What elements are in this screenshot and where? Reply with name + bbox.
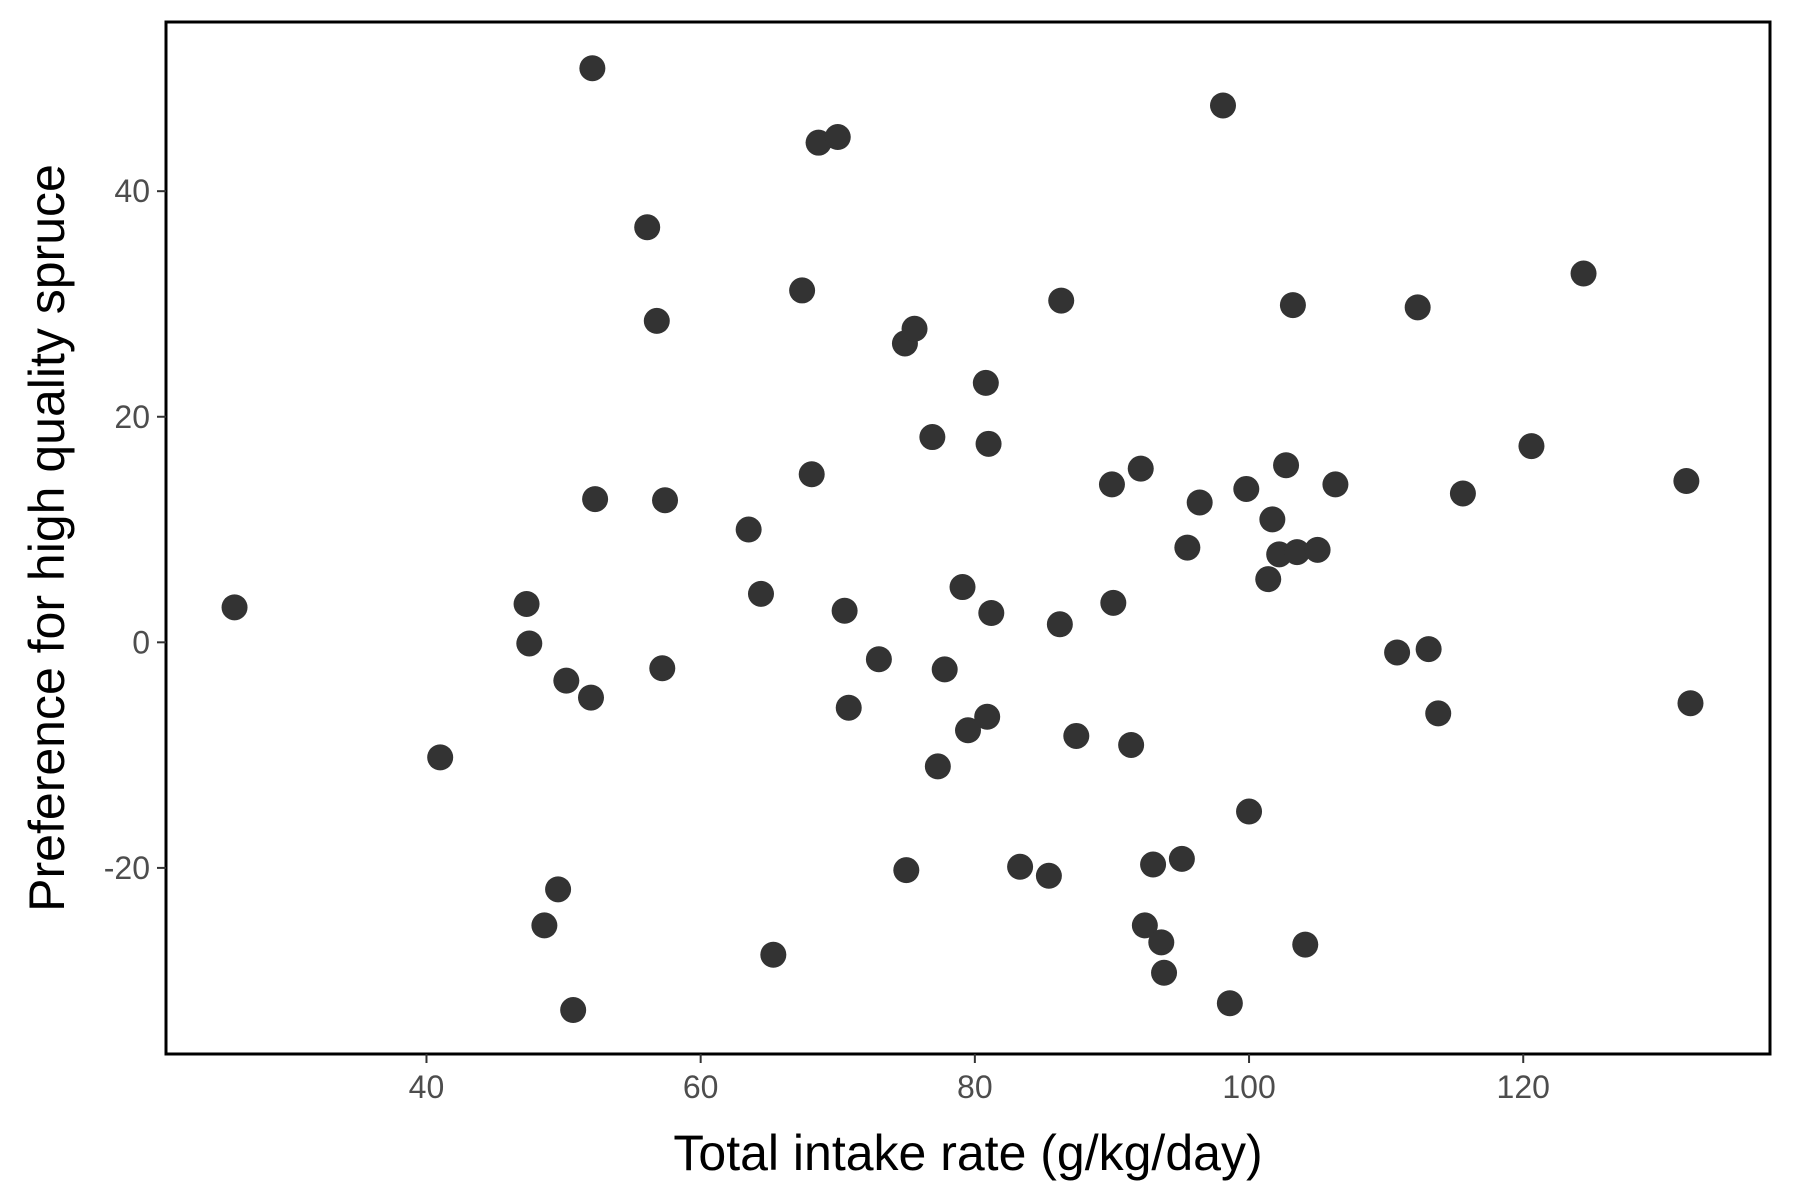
data-point [531, 912, 558, 939]
data-point [545, 876, 572, 903]
data-point [1384, 639, 1411, 666]
data-point [735, 516, 762, 543]
data-point [1127, 455, 1154, 482]
data-point [949, 574, 976, 601]
data-point [1273, 452, 1300, 479]
y-axis-title: Preference for high quality spruce [19, 164, 75, 912]
plot-panel-border [164, 20, 1772, 1056]
data-point [901, 315, 928, 342]
data-point [1292, 931, 1319, 958]
data-point [760, 941, 787, 968]
data-point [1279, 292, 1306, 319]
data-point [1046, 611, 1073, 638]
x-axis-ticks: 40 60 80 100 120 [409, 1054, 1550, 1105]
data-point [1570, 260, 1597, 287]
x-tick-label: 60 [683, 1069, 719, 1105]
data-point [1131, 912, 1158, 939]
data-point [1259, 506, 1286, 533]
data-point [1284, 539, 1311, 566]
data-point [1118, 731, 1145, 758]
data-point [513, 590, 540, 617]
data-point [1673, 468, 1700, 495]
data-point [643, 307, 670, 334]
x-tick-label: 80 [957, 1069, 993, 1105]
data-point [1304, 536, 1331, 563]
y-tick-label: 40 [114, 173, 150, 209]
data-point [1425, 700, 1452, 727]
data-point [1186, 489, 1213, 516]
data-point [427, 744, 454, 771]
data-point [1174, 534, 1201, 561]
data-point [1233, 475, 1260, 502]
y-tick-label: 0 [132, 624, 150, 660]
data-point [577, 684, 604, 711]
data-point [1035, 862, 1062, 889]
data-point [924, 753, 951, 780]
data-point [1209, 92, 1236, 119]
data-point [1151, 959, 1178, 986]
x-tick-label: 40 [409, 1069, 445, 1105]
data-point [893, 857, 920, 884]
data-point [560, 997, 587, 1024]
data-point [824, 124, 851, 151]
data-point [1255, 566, 1282, 593]
data-point [553, 667, 580, 694]
x-axis-title: Total intake rate (g/kg/day) [673, 1125, 1262, 1181]
data-point [1007, 853, 1034, 880]
data-point [1404, 294, 1431, 321]
data-point [798, 461, 825, 488]
data-point [1677, 690, 1704, 717]
y-tick-label: 20 [114, 399, 150, 435]
data-point [1518, 433, 1545, 460]
data-point [835, 694, 862, 721]
data-point [516, 630, 543, 657]
data-point [931, 656, 958, 683]
data-point [221, 594, 248, 621]
data-point [649, 655, 676, 682]
data-point [1048, 287, 1075, 314]
data-point [955, 717, 981, 744]
data-point [919, 424, 946, 451]
y-axis-ticks: -20 0 20 40 [104, 173, 166, 886]
data-point [865, 646, 892, 673]
data-point [634, 214, 661, 241]
data-point [1216, 990, 1243, 1017]
x-tick-label: 120 [1497, 1069, 1550, 1105]
data-point [831, 597, 858, 624]
data-point [1100, 589, 1127, 616]
data-point [975, 430, 1002, 457]
data-point [747, 580, 774, 607]
data-point [1063, 722, 1090, 749]
data-point [1140, 851, 1167, 878]
data-point [974, 703, 1001, 730]
data-point [789, 277, 816, 304]
data-point [1236, 798, 1263, 825]
data-point [1168, 845, 1195, 872]
data-point [1449, 480, 1476, 507]
y-tick-label: -20 [104, 850, 150, 886]
data-point [1322, 471, 1349, 498]
data-point [579, 55, 606, 82]
data-point [1098, 471, 1125, 498]
data-point [582, 486, 609, 513]
data-point [972, 369, 999, 396]
data-point [652, 487, 679, 514]
data-points [221, 55, 1704, 1024]
data-point [1415, 636, 1442, 663]
data-point [1148, 929, 1175, 956]
x-tick-label: 100 [1222, 1069, 1275, 1105]
data-point [978, 600, 1005, 627]
